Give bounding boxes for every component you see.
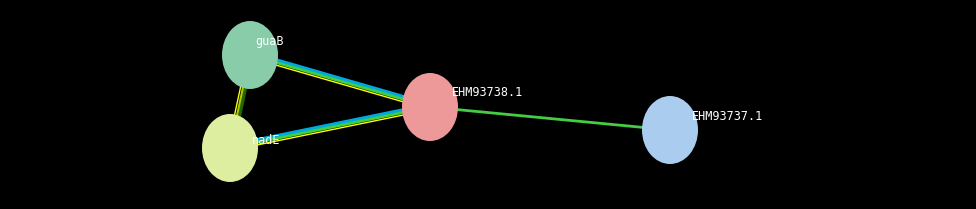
Text: guaB: guaB [255, 34, 283, 47]
Text: EHM93738.1: EHM93738.1 [452, 87, 523, 99]
Text: EHM93737.1: EHM93737.1 [692, 110, 763, 122]
Text: nadE: nadE [252, 134, 280, 147]
Ellipse shape [222, 21, 278, 89]
Ellipse shape [402, 73, 458, 141]
Ellipse shape [202, 114, 258, 182]
Ellipse shape [642, 96, 698, 164]
